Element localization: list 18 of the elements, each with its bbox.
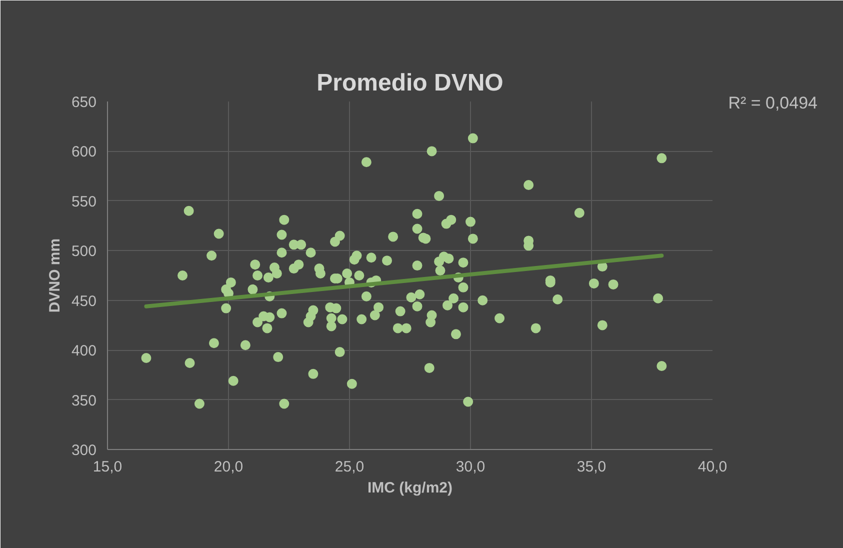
y-tick-label: 300 [71,442,97,459]
text: R² = 0,0494 [728,94,818,112]
x-tick-label: 40,0 [698,458,728,476]
y-tick-label: 350 [71,392,97,410]
y-tick-label: 400 [71,342,97,360]
chart-title: Promedio DVNO [316,70,504,96]
y-tick-label: 650 [71,94,97,111]
x-tick-label: 20,0 [214,458,244,476]
y-tick-label: 600 [71,144,97,161]
x-tick-label: 15,0 [92,458,122,476]
y-axis-title: DVNO mm [46,238,64,313]
x-tick-label: 30,0 [456,458,486,476]
x-tick-label: 25,0 [334,458,364,476]
y-tick-label: 500 [71,243,97,260]
y-tick-label: 450 [71,292,97,310]
x-tick-label: 35,0 [576,458,606,476]
x-axis-title: IMC (kg/m2) [368,480,453,496]
y-tick-label: 550 [71,193,97,210]
